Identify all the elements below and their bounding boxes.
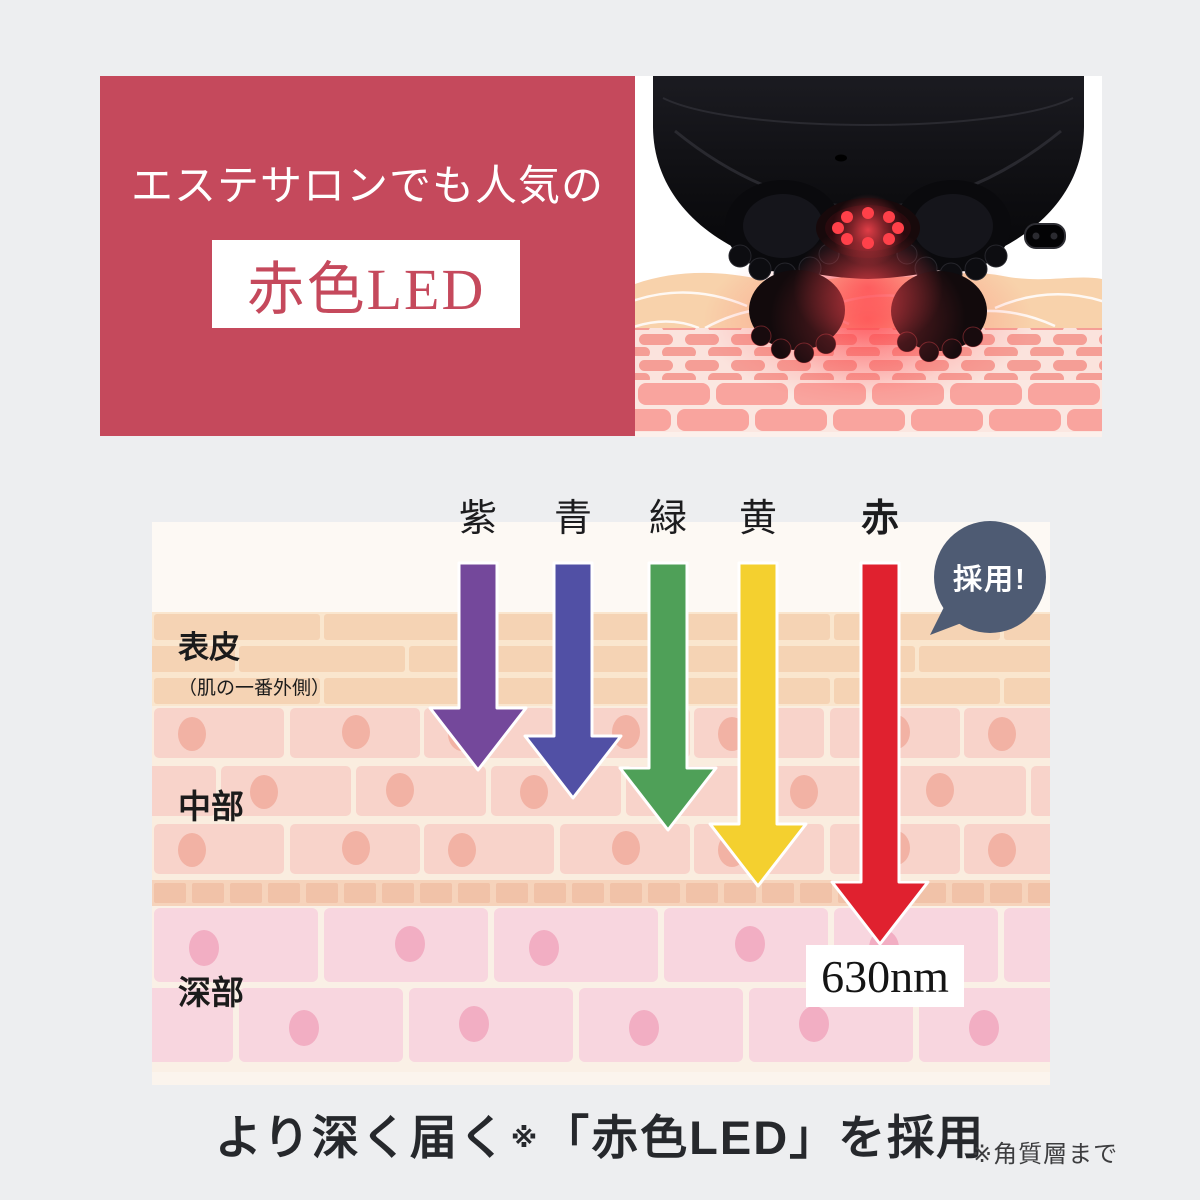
color-label-5: 赤 [860, 498, 900, 540]
headline-lead: より深く届く [214, 1111, 508, 1164]
layer-label-middle: 中部 [178, 780, 244, 828]
adopted-badge-label: 採用! [953, 564, 1027, 596]
layer-name: 表皮 [178, 630, 240, 665]
feature-label: 赤色LED [246, 257, 486, 322]
layer-name: 中部 [178, 788, 244, 825]
hero-red-box: エステサロンでも人気の 赤色LED [100, 76, 635, 436]
wavelength-value: 630nm [821, 950, 949, 1002]
color-label-4: 黄 [738, 498, 778, 540]
layer-label-deep: 深部 [178, 966, 244, 1014]
hero-catchline: エステサロンでも人気の [130, 164, 604, 210]
footer-note: ※角質層まで [972, 1141, 1119, 1168]
color-label-1: 紫 [458, 498, 498, 540]
headline-main: 「赤色LED」を採用 [542, 1111, 986, 1164]
led-glow-lower [770, 242, 966, 394]
wavelength-label-box: 630nm [806, 945, 964, 1007]
color-label-2: 青 [553, 498, 593, 540]
color-label-3: 緑 [648, 498, 688, 540]
layer-subtext: （肌の一番外側） [178, 678, 331, 699]
device-photo [635, 76, 1102, 437]
device-side-port [1024, 223, 1066, 249]
footer-headline: より深く届く ※「赤色LED」を採用 [0, 1110, 1200, 1166]
badge-tail [930, 603, 972, 635]
layer-name: 深部 [178, 974, 244, 1011]
device-illustration [635, 76, 1102, 437]
headline-asterisk: ※ [510, 1123, 540, 1153]
feature-label-box: 赤色LED [212, 240, 520, 328]
adopted-badge: 採用! [930, 521, 1046, 635]
layer-label-epidermis: 表皮 （肌の一番外側） [178, 622, 330, 700]
